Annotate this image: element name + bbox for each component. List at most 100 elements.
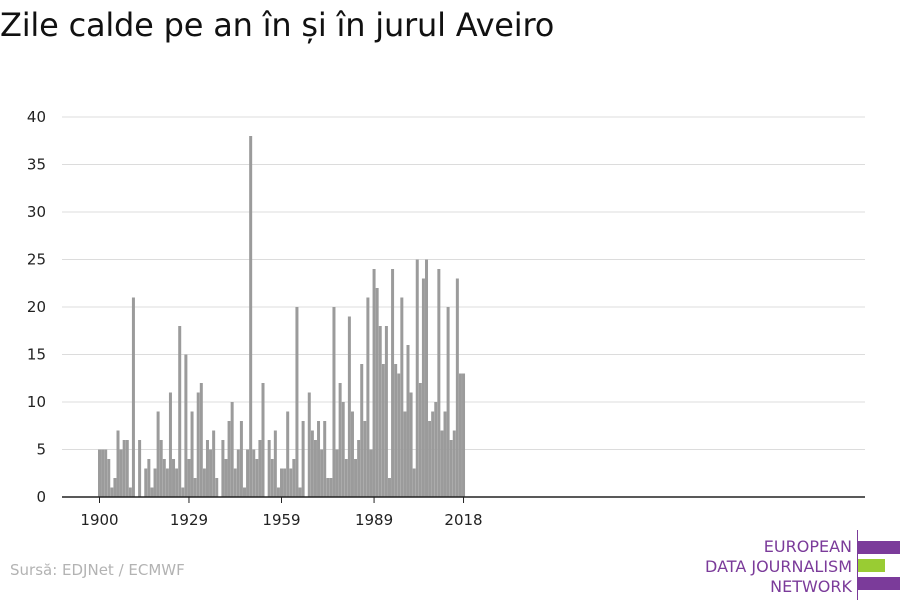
bar-2000 [406, 345, 410, 497]
bar-1970 [313, 440, 317, 497]
axes [62, 496, 865, 503]
bar-1998 [400, 297, 404, 497]
bar-1985 [360, 364, 364, 497]
bar-1900 [98, 449, 101, 497]
bar-1958 [276, 487, 280, 497]
bar-1963 [292, 459, 296, 497]
bar-2011 [440, 430, 444, 497]
bar-1929 [187, 459, 191, 497]
bar-1936 [209, 449, 213, 497]
bar-1974 [326, 478, 330, 497]
bar-1955 [267, 440, 271, 497]
brand-bar-purple-bottom [858, 577, 900, 590]
y-tick-label-40: 40 [27, 108, 46, 126]
bar-1933 [199, 383, 203, 497]
bar-1981 [347, 316, 351, 497]
bar-1957 [273, 430, 277, 497]
y-tick-label-25: 25 [27, 251, 46, 269]
bar-1996 [394, 364, 398, 497]
bar-1911 [131, 297, 135, 497]
x-tick-label-1989: 1989 [355, 511, 393, 529]
bar-1956 [270, 459, 274, 497]
bar-2008 [431, 411, 435, 497]
y-tick-label-20: 20 [27, 298, 46, 316]
bar-2004 [418, 383, 422, 497]
bar-1994 [387, 478, 391, 497]
y-tick-label-30: 30 [27, 203, 46, 221]
chart-title: Zile calde pe an în și în jurul Aveiro [0, 6, 555, 44]
bar-1906 [116, 430, 120, 497]
x-tick-label-1900: 1900 [80, 511, 118, 529]
bar-1920 [159, 440, 163, 497]
bar-1922 [165, 468, 169, 497]
bar-1986 [363, 421, 367, 497]
bar-1941 [224, 459, 228, 497]
bar-1935 [205, 440, 209, 497]
bar-1908 [122, 440, 126, 497]
bar-1962 [289, 468, 293, 497]
brand-line-1: EUROPEAN [763, 537, 852, 556]
bar-2010 [437, 269, 441, 497]
bar-1983 [354, 459, 358, 497]
bar-2006 [425, 259, 429, 497]
y-tick-label-15: 15 [27, 346, 46, 364]
bars [98, 136, 466, 497]
bar-2002 [412, 468, 416, 497]
brand-logo: EUROPEAN DATA JOURNALISM NETWORK [700, 530, 900, 600]
bar-1972 [320, 449, 324, 497]
brand-bar-purple-top [858, 541, 900, 554]
bar-1964 [295, 307, 299, 497]
bar-1903 [107, 459, 111, 497]
bar-1930 [190, 411, 194, 497]
bar-1942 [227, 421, 231, 497]
bar-1909 [125, 440, 129, 497]
bar-1940 [221, 440, 225, 497]
bar-1977 [335, 449, 339, 497]
bar-2014 [449, 440, 453, 497]
bar-1923 [168, 392, 172, 497]
bar-1966 [301, 421, 305, 497]
bar-1987 [366, 297, 370, 497]
bar-1999 [403, 411, 407, 497]
brand-bar-green [858, 559, 885, 572]
y-tick-labels: 0 5 10 15 20 25 30 35 40 [27, 108, 46, 506]
bar-1916 [147, 459, 151, 497]
bar-1969 [310, 430, 314, 497]
y-tick-label-35: 35 [27, 156, 46, 174]
bar-1924 [172, 459, 176, 497]
bar-1946 [239, 421, 243, 497]
bar-1904 [110, 487, 114, 497]
bar-1917 [150, 487, 154, 497]
bar-1950 [252, 449, 256, 497]
bar-1945 [236, 449, 240, 497]
y-tick-label-0: 0 [36, 488, 46, 506]
bar-1980 [344, 459, 348, 497]
brand-line-2: DATA JOURNALISM [705, 557, 852, 576]
y-tick-label-5: 5 [36, 441, 46, 459]
bar-1952 [258, 440, 262, 497]
bar-2018 [462, 373, 466, 497]
bar-1902 [104, 449, 108, 497]
bar-1990 [375, 288, 379, 497]
bar-1984 [357, 440, 361, 497]
y-tick-label-10: 10 [27, 393, 46, 411]
bar-1951 [255, 459, 259, 497]
bar-1901 [101, 449, 105, 497]
bar-2001 [409, 392, 413, 497]
bar-1978 [338, 383, 342, 497]
bar-2013 [446, 307, 450, 497]
bar-1961 [286, 411, 290, 497]
bar-1913 [138, 440, 142, 497]
bar-2003 [415, 259, 419, 497]
bar-1943 [230, 402, 234, 497]
bar-1973 [323, 421, 327, 497]
bar-2015 [452, 430, 456, 497]
bar-1995 [391, 269, 395, 497]
bar-1925 [175, 468, 179, 497]
bar-1988 [369, 449, 373, 497]
bar-1997 [397, 373, 401, 497]
x-tick-label-1929: 1929 [170, 511, 208, 529]
bar-1907 [119, 449, 123, 497]
bar-2016 [455, 278, 459, 497]
